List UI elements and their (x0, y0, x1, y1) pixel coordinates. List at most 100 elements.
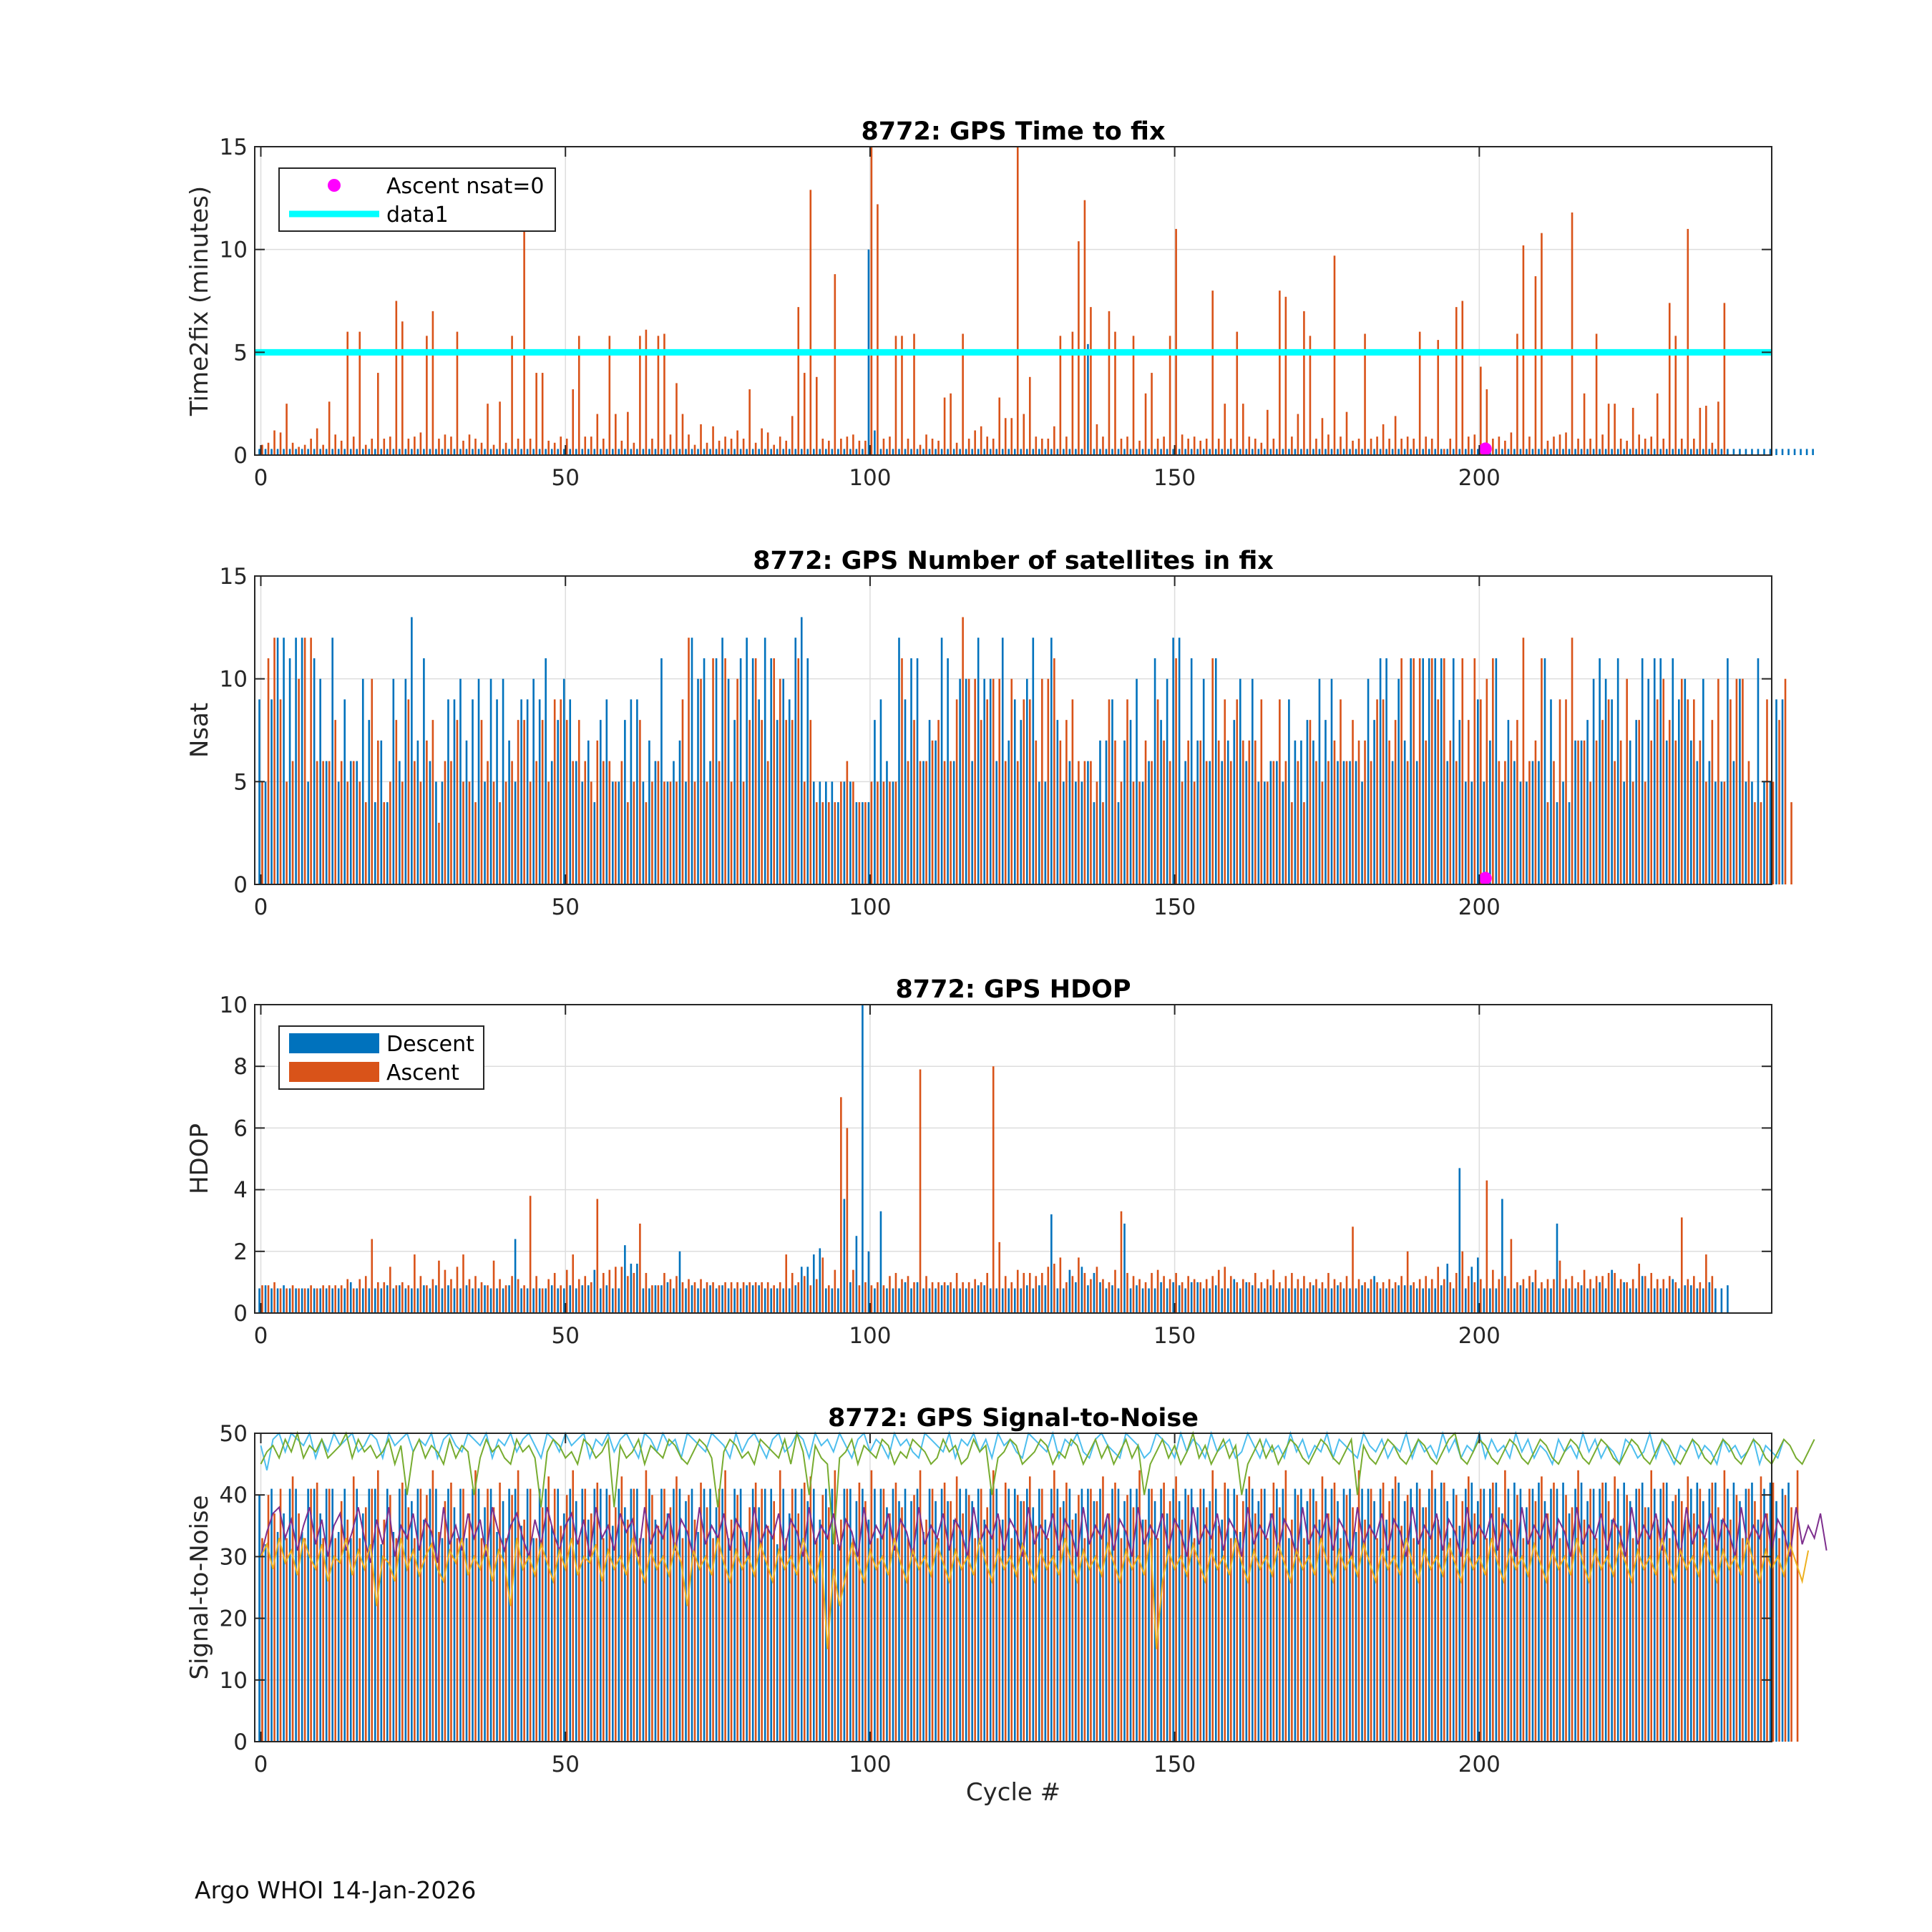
bar-descent (459, 1288, 462, 1313)
bar-descent (1075, 1513, 1077, 1742)
bar-ascent (492, 1507, 495, 1742)
bar-ascent (364, 444, 367, 455)
bar-descent (562, 1513, 565, 1742)
bar-ascent (1211, 1470, 1214, 1742)
bar-descent (325, 761, 328, 884)
bar-descent (935, 740, 937, 884)
plot-area (255, 576, 1772, 884)
bar-ascent (401, 321, 404, 455)
bar-ascent (766, 432, 769, 455)
bar-descent (751, 1488, 754, 1742)
bar-descent (1087, 1285, 1089, 1313)
bar-ascent (572, 761, 575, 884)
bar-ascent (1267, 1538, 1269, 1742)
bar-descent (581, 1488, 584, 1742)
bar-ascent (1693, 1276, 1695, 1313)
bar-descent (1538, 761, 1540, 884)
bar-ascent (675, 781, 678, 884)
bar-descent (1063, 781, 1065, 884)
bar-ascent (846, 761, 849, 884)
bar-descent (763, 638, 766, 884)
bar-ascent (1352, 1507, 1354, 1742)
bar-ascent (901, 1279, 903, 1313)
bar-descent (538, 699, 541, 884)
bar-descent (654, 1285, 657, 1313)
bar-ascent (1583, 1519, 1586, 1742)
bar-descent (1355, 449, 1357, 455)
bar-ascent (1437, 340, 1440, 455)
bar-descent (307, 449, 309, 455)
bar-ascent (1132, 1507, 1135, 1742)
bar-ascent (1394, 1476, 1397, 1742)
bar-descent (1190, 658, 1193, 884)
bar-ascent (1425, 740, 1427, 884)
bar-descent (1324, 1488, 1327, 1742)
bar-descent (898, 638, 900, 884)
bar-descent (489, 1288, 492, 1313)
bar-ascent (1132, 1276, 1135, 1313)
bar-ascent (779, 1282, 781, 1313)
bar-ascent (1687, 1279, 1689, 1313)
bar-ascent (1577, 1470, 1579, 1742)
bar-descent (502, 1501, 504, 1742)
bar-descent (685, 449, 687, 455)
bar-descent (550, 1285, 553, 1313)
bar-descent (1787, 449, 1790, 455)
bar-descent (685, 1501, 687, 1742)
bar-descent (1793, 449, 1796, 455)
bar-descent (1616, 1288, 1619, 1313)
bar-descent (977, 449, 980, 455)
bar-descent (1568, 802, 1571, 884)
bar-ascent (1138, 440, 1141, 455)
bar-ascent (1631, 407, 1634, 455)
legend-label: Descent (386, 1032, 474, 1057)
bar-ascent (669, 1279, 672, 1313)
bar-ascent (693, 1282, 696, 1313)
bar-ascent (1279, 1507, 1281, 1742)
bar-descent (1184, 761, 1186, 884)
bar-ascent (1699, 1488, 1702, 1742)
bar-descent (703, 449, 706, 455)
bar-ascent (724, 1282, 726, 1313)
bar-descent (1129, 449, 1132, 455)
bar-ascent (1430, 1470, 1433, 1742)
bar-descent (904, 1282, 907, 1313)
tick-label-x: 100 (849, 894, 891, 920)
bar-descent (368, 1288, 371, 1313)
bar-ascent (1522, 1279, 1525, 1313)
bar-descent (1209, 449, 1211, 455)
bar-descent (1403, 1501, 1406, 1742)
bar-descent (1264, 449, 1266, 455)
bar-descent (484, 781, 486, 884)
bar-ascent (1016, 1269, 1019, 1313)
bar-ascent (864, 1501, 867, 1742)
bar-ascent (1607, 1501, 1610, 1742)
bar-descent (283, 638, 285, 884)
bar-descent (508, 740, 510, 884)
bar-ascent (840, 439, 842, 455)
bar-descent (1330, 1288, 1333, 1313)
bar-ascent (303, 638, 306, 884)
bar-descent (1714, 781, 1717, 884)
bar-descent (514, 1239, 517, 1313)
bar-ascent (1303, 1276, 1305, 1313)
bar-ascent (797, 307, 800, 455)
bar-descent (800, 1488, 803, 1742)
bar-descent (1538, 449, 1540, 455)
bar-ascent (1705, 406, 1707, 455)
bar-ascent (1053, 1470, 1055, 1742)
bar-descent (1166, 1288, 1169, 1313)
bar-descent (1226, 1288, 1229, 1313)
bar-descent (1611, 449, 1613, 455)
bar-descent (1184, 1488, 1186, 1742)
bar-descent (1635, 449, 1637, 455)
bar-descent (1769, 1482, 1772, 1742)
bar-descent (550, 761, 553, 884)
bar-ascent (1492, 1269, 1494, 1313)
bar-ascent (1132, 781, 1135, 884)
bar-descent (1367, 1488, 1370, 1742)
bar-descent (697, 1288, 699, 1313)
bar-ascent (1169, 336, 1171, 455)
bar-descent (1483, 1488, 1485, 1742)
bar-descent (526, 1288, 529, 1313)
